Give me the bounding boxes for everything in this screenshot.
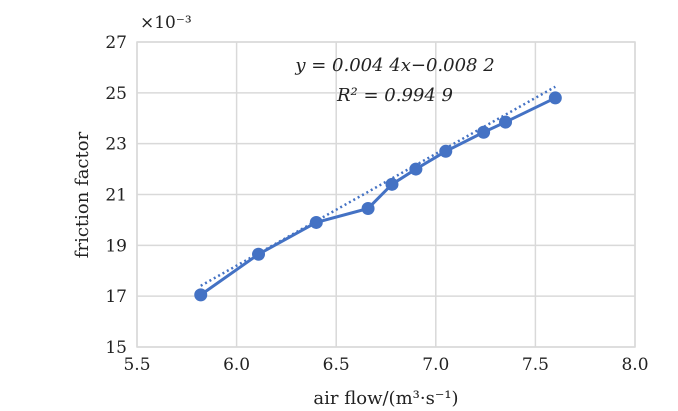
x-axis-title: air flow/(m³·s⁻¹) (313, 388, 458, 409)
y-tick-labels: 15 17 19 21 23 25 27 (105, 33, 127, 358)
data-point (252, 247, 266, 261)
y-axis-title: friction factor (72, 131, 93, 258)
y-tick-label: 17 (105, 287, 127, 307)
data-point (194, 288, 208, 302)
data-point (385, 177, 399, 191)
x-tick-label: 7.0 (422, 355, 449, 375)
x-tick-label: 7.5 (522, 355, 549, 375)
r-squared-label: R² = 0.994 9 (336, 85, 453, 106)
plot-frame (136, 41, 636, 348)
data-point (409, 162, 423, 176)
data-point (309, 215, 323, 229)
data-point (439, 144, 453, 158)
y-axis-multiplier: ×10⁻³ (140, 13, 192, 33)
y-tick-label: 19 (105, 236, 127, 256)
y-tick-label: 23 (105, 135, 127, 155)
x-tick-label: 5.5 (123, 355, 150, 375)
x-tick-labels: 5.5 6.0 6.5 7.0 7.5 8.0 (123, 355, 648, 375)
data-point (361, 201, 375, 215)
data-point (499, 115, 513, 129)
y-tick-label: 21 (105, 186, 127, 206)
series-line (199, 96, 556, 297)
data-series (194, 91, 562, 302)
y-tick-label: 27 (105, 33, 127, 53)
x-tick-label: 6.5 (323, 355, 350, 375)
y-tick-label: 25 (105, 84, 127, 104)
y-tick-label: 15 (105, 338, 127, 358)
data-point (477, 125, 491, 139)
x-tick-label: 8.0 (621, 355, 648, 375)
x-tick-label: 6.0 (223, 355, 250, 375)
data-point (548, 91, 562, 105)
trendline-equation: y = 0.004 4x−0.008 2 (294, 55, 494, 76)
